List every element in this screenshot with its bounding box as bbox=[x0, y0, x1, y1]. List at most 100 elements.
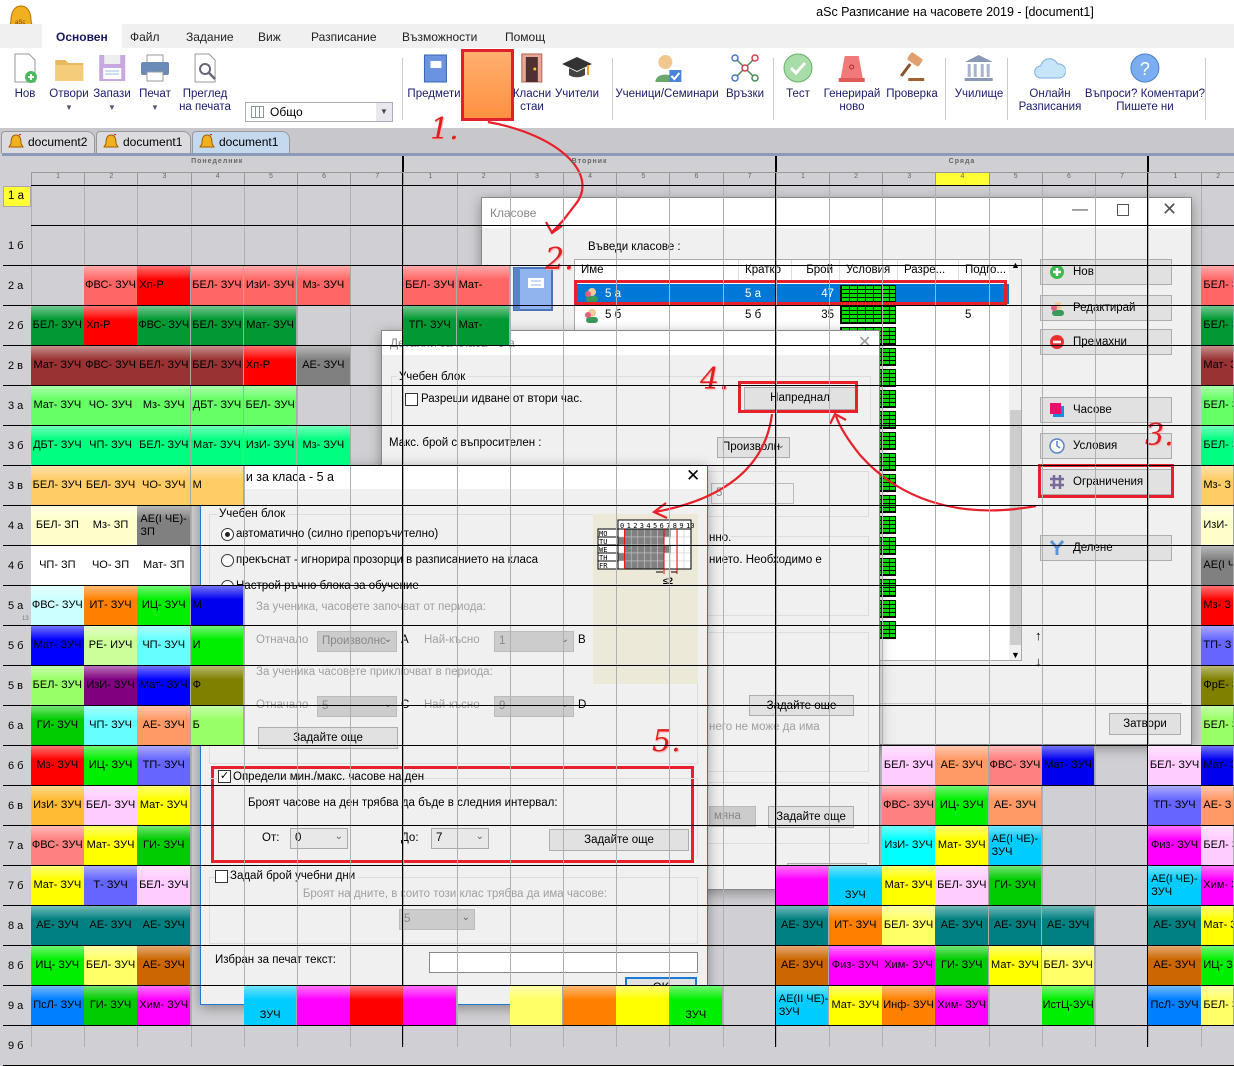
menu-4[interactable]: Виж bbox=[258, 30, 281, 44]
lesson-cell[interactable]: БЕЛ- З bbox=[1201, 426, 1234, 465]
period-header[interactable]: 1 bbox=[1148, 172, 1202, 186]
period-header[interactable]: 1 bbox=[403, 172, 457, 186]
scroll-down-icon[interactable]: ▼ bbox=[1011, 650, 1020, 660]
lesson-cell[interactable] bbox=[616, 986, 670, 1025]
ribbon-button-students[interactable]: Ученици/Семинари bbox=[615, 52, 719, 101]
lesson-cell[interactable]: АЕ(I ЧЕ)-ЗП bbox=[137, 506, 192, 545]
lesson-cell[interactable]: Мат- bbox=[457, 266, 511, 305]
lesson-cell[interactable]: Мз- З bbox=[1201, 466, 1234, 505]
lesson-cell[interactable]: Мат- ЗУЧ bbox=[31, 386, 85, 425]
document-tab[interactable]: document2 bbox=[1, 131, 95, 153]
lesson-cell[interactable]: Мат- bbox=[457, 306, 511, 345]
lesson-cell[interactable]: Б bbox=[191, 706, 245, 745]
period-header[interactable]: 6 bbox=[297, 172, 351, 186]
lesson-cell[interactable]: БЕЛ- З bbox=[1201, 706, 1234, 745]
lesson-cell[interactable]: ФВС- ЗУЧ bbox=[988, 746, 1043, 785]
lesson-cell[interactable]: ИЦ- ЗУЧ bbox=[84, 746, 138, 785]
lesson-cell[interactable]: АЕ- ЗУЧ bbox=[1148, 946, 1202, 985]
lesson-cell[interactable]: Мат- ЗУЧ bbox=[84, 826, 138, 865]
ribbon-button-test[interactable]: Тест bbox=[782, 52, 814, 101]
lesson-cell[interactable]: Хп-Р bbox=[137, 266, 192, 305]
lesson-cell[interactable]: ЗУЧ bbox=[669, 986, 724, 1025]
lesson-cell[interactable]: ИстЦ-ЗУЧ bbox=[1041, 986, 1096, 1025]
lesson-cell[interactable]: ТП- ЗУЧ bbox=[403, 306, 458, 345]
lesson-cell[interactable]: БЕЛ- ЗУЧ bbox=[137, 866, 192, 905]
dropdown-arrow-icon[interactable]: ▼ bbox=[151, 103, 159, 112]
lesson-cell[interactable]: ИЦ- З bbox=[1201, 946, 1234, 985]
lesson-cell[interactable]: Мат- ЗУЧ bbox=[31, 626, 85, 665]
ribbon-button-check[interactable]: Проверка bbox=[886, 52, 938, 101]
lesson-cell[interactable]: ЧО- ЗУЧ bbox=[84, 386, 138, 425]
lesson-cell[interactable]: БЕЛ- ЗУЧ bbox=[84, 786, 138, 825]
row-label-class[interactable]: 4 б bbox=[3, 546, 31, 586]
period-header[interactable]: 2 bbox=[829, 172, 883, 186]
lesson-cell[interactable]: Физ- ЗУЧ bbox=[1148, 826, 1202, 865]
lesson-cell[interactable]: БЕЛ- ЗУЧ bbox=[1041, 946, 1096, 985]
close-icon[interactable]: ✕ bbox=[686, 466, 701, 485]
lesson-cell[interactable]: ФВС- ЗУЧ bbox=[31, 586, 85, 625]
lesson-cell[interactable]: БЕЛ- ЗП bbox=[31, 506, 85, 545]
lesson-cell[interactable]: БЕЛ- ЗУЧ bbox=[403, 266, 458, 305]
lesson-cell[interactable]: Мат- ЗУЧ bbox=[31, 346, 85, 385]
lesson-cell[interactable]: ИзИ- ЗУЧ bbox=[84, 666, 138, 705]
start-latest-select[interactable]: 1 ⌄ bbox=[494, 631, 574, 652]
lesson-cell[interactable]: Мат- ЗУЧ bbox=[829, 986, 883, 1025]
minimize-icon[interactable]: — bbox=[1072, 201, 1088, 218]
lesson-cell[interactable]: АЕ- ЗУЧ bbox=[84, 906, 138, 945]
ribbon-button-new-document[interactable]: Нов bbox=[9, 52, 41, 101]
lesson-cell[interactable]: ЧП- ЗУЧ bbox=[84, 706, 138, 745]
period-header[interactable]: 7 bbox=[1095, 172, 1149, 186]
lesson-cell[interactable]: Мат- ЗУЧ bbox=[137, 786, 192, 825]
lesson-cell[interactable]: ИзИ- bbox=[1201, 506, 1234, 545]
document-tab[interactable]: document1 bbox=[192, 131, 290, 153]
lesson-cell[interactable]: Мат- З bbox=[1201, 906, 1234, 945]
lesson-cell[interactable] bbox=[350, 986, 404, 1025]
view-select[interactable]: Общо ▼ bbox=[245, 102, 393, 122]
period-header[interactable]: 6 bbox=[1041, 172, 1095, 186]
lesson-cell[interactable]: БЕЛ- З bbox=[1201, 826, 1234, 865]
start-from-select[interactable]: Произволнс ⌄ bbox=[317, 631, 397, 652]
lesson-cell[interactable]: И bbox=[191, 626, 245, 665]
lesson-cell[interactable]: БЕЛ- ЗУЧ bbox=[31, 466, 85, 505]
lesson-cell[interactable]: Мат- ЗП bbox=[137, 546, 192, 585]
lesson-cell[interactable]: АЕ- ЗУЧ bbox=[775, 946, 830, 985]
scroll-thumb[interactable] bbox=[1010, 410, 1021, 645]
move-up-icon[interactable]: ↑ bbox=[1035, 628, 1042, 643]
lesson-cell[interactable]: ФрЕ- З bbox=[1201, 666, 1234, 705]
lesson-cell[interactable] bbox=[297, 986, 351, 1025]
lesson-cell[interactable]: Т- ЗУЧ bbox=[84, 866, 138, 905]
lesson-cell[interactable]: БЕЛ- ЗУЧ bbox=[190, 346, 245, 385]
period-header[interactable]: 1 bbox=[775, 172, 829, 186]
period-header[interactable]: 6 bbox=[669, 172, 723, 186]
lesson-cell[interactable]: ГИ- ЗУЧ bbox=[31, 706, 85, 745]
lesson-cell[interactable]: АЕ(I Ч ЗП bbox=[1201, 546, 1234, 585]
lesson-cell[interactable]: ИзИ- ЗУЧ bbox=[243, 426, 298, 465]
col-prep[interactable]: Подго... bbox=[959, 260, 1011, 280]
row-label-class[interactable]: 3 б bbox=[3, 426, 31, 466]
ribbon-button-links[interactable]: Връзки bbox=[726, 52, 764, 101]
period-header[interactable]: 2 bbox=[84, 172, 138, 186]
end-latest-select[interactable]: 9⌄ bbox=[494, 696, 574, 717]
period-header[interactable]: 7 bbox=[722, 172, 776, 186]
lesson-cell[interactable]: ЗУЧ bbox=[829, 866, 883, 905]
lesson-cell[interactable]: ИТ- ЗУЧ bbox=[84, 586, 138, 625]
row-label-class[interactable]: 4 а bbox=[3, 506, 31, 546]
scroll-right-icon[interactable]: › bbox=[995, 660, 998, 661]
lesson-cell[interactable]: ИзИ- ЗУЧ bbox=[31, 786, 85, 825]
period-header[interactable]: 4 bbox=[563, 172, 617, 186]
row-label-class[interactable]: 6 а bbox=[3, 706, 31, 746]
lesson-cell[interactable]: Мз- ЗУЧ bbox=[31, 746, 85, 785]
period-header[interactable]: 7 bbox=[350, 172, 404, 186]
class-list-row[interactable]: 5 б 5 б 35 5 bbox=[575, 305, 1009, 325]
lesson-cell[interactable]: ЧО- ЗУЧ bbox=[137, 466, 192, 505]
lesson-cell[interactable]: АЕ- ЗУЧ bbox=[988, 906, 1043, 945]
remove-class-button[interactable]: Премахни bbox=[1040, 329, 1172, 355]
row-label-class[interactable]: 7 а bbox=[3, 826, 31, 866]
row-label-class[interactable]: 5 в bbox=[3, 666, 31, 706]
lesson-cell[interactable]: ДБТ- ЗУЧ bbox=[190, 386, 245, 425]
lesson-cell[interactable]: Мат- ЗУЧ bbox=[137, 666, 192, 705]
row-label-class[interactable]: 6 б bbox=[3, 746, 31, 786]
lesson-cell[interactable]: ТП- ЗУЧ bbox=[137, 746, 192, 785]
minmax-checkbox[interactable]: ✓ bbox=[218, 770, 231, 783]
